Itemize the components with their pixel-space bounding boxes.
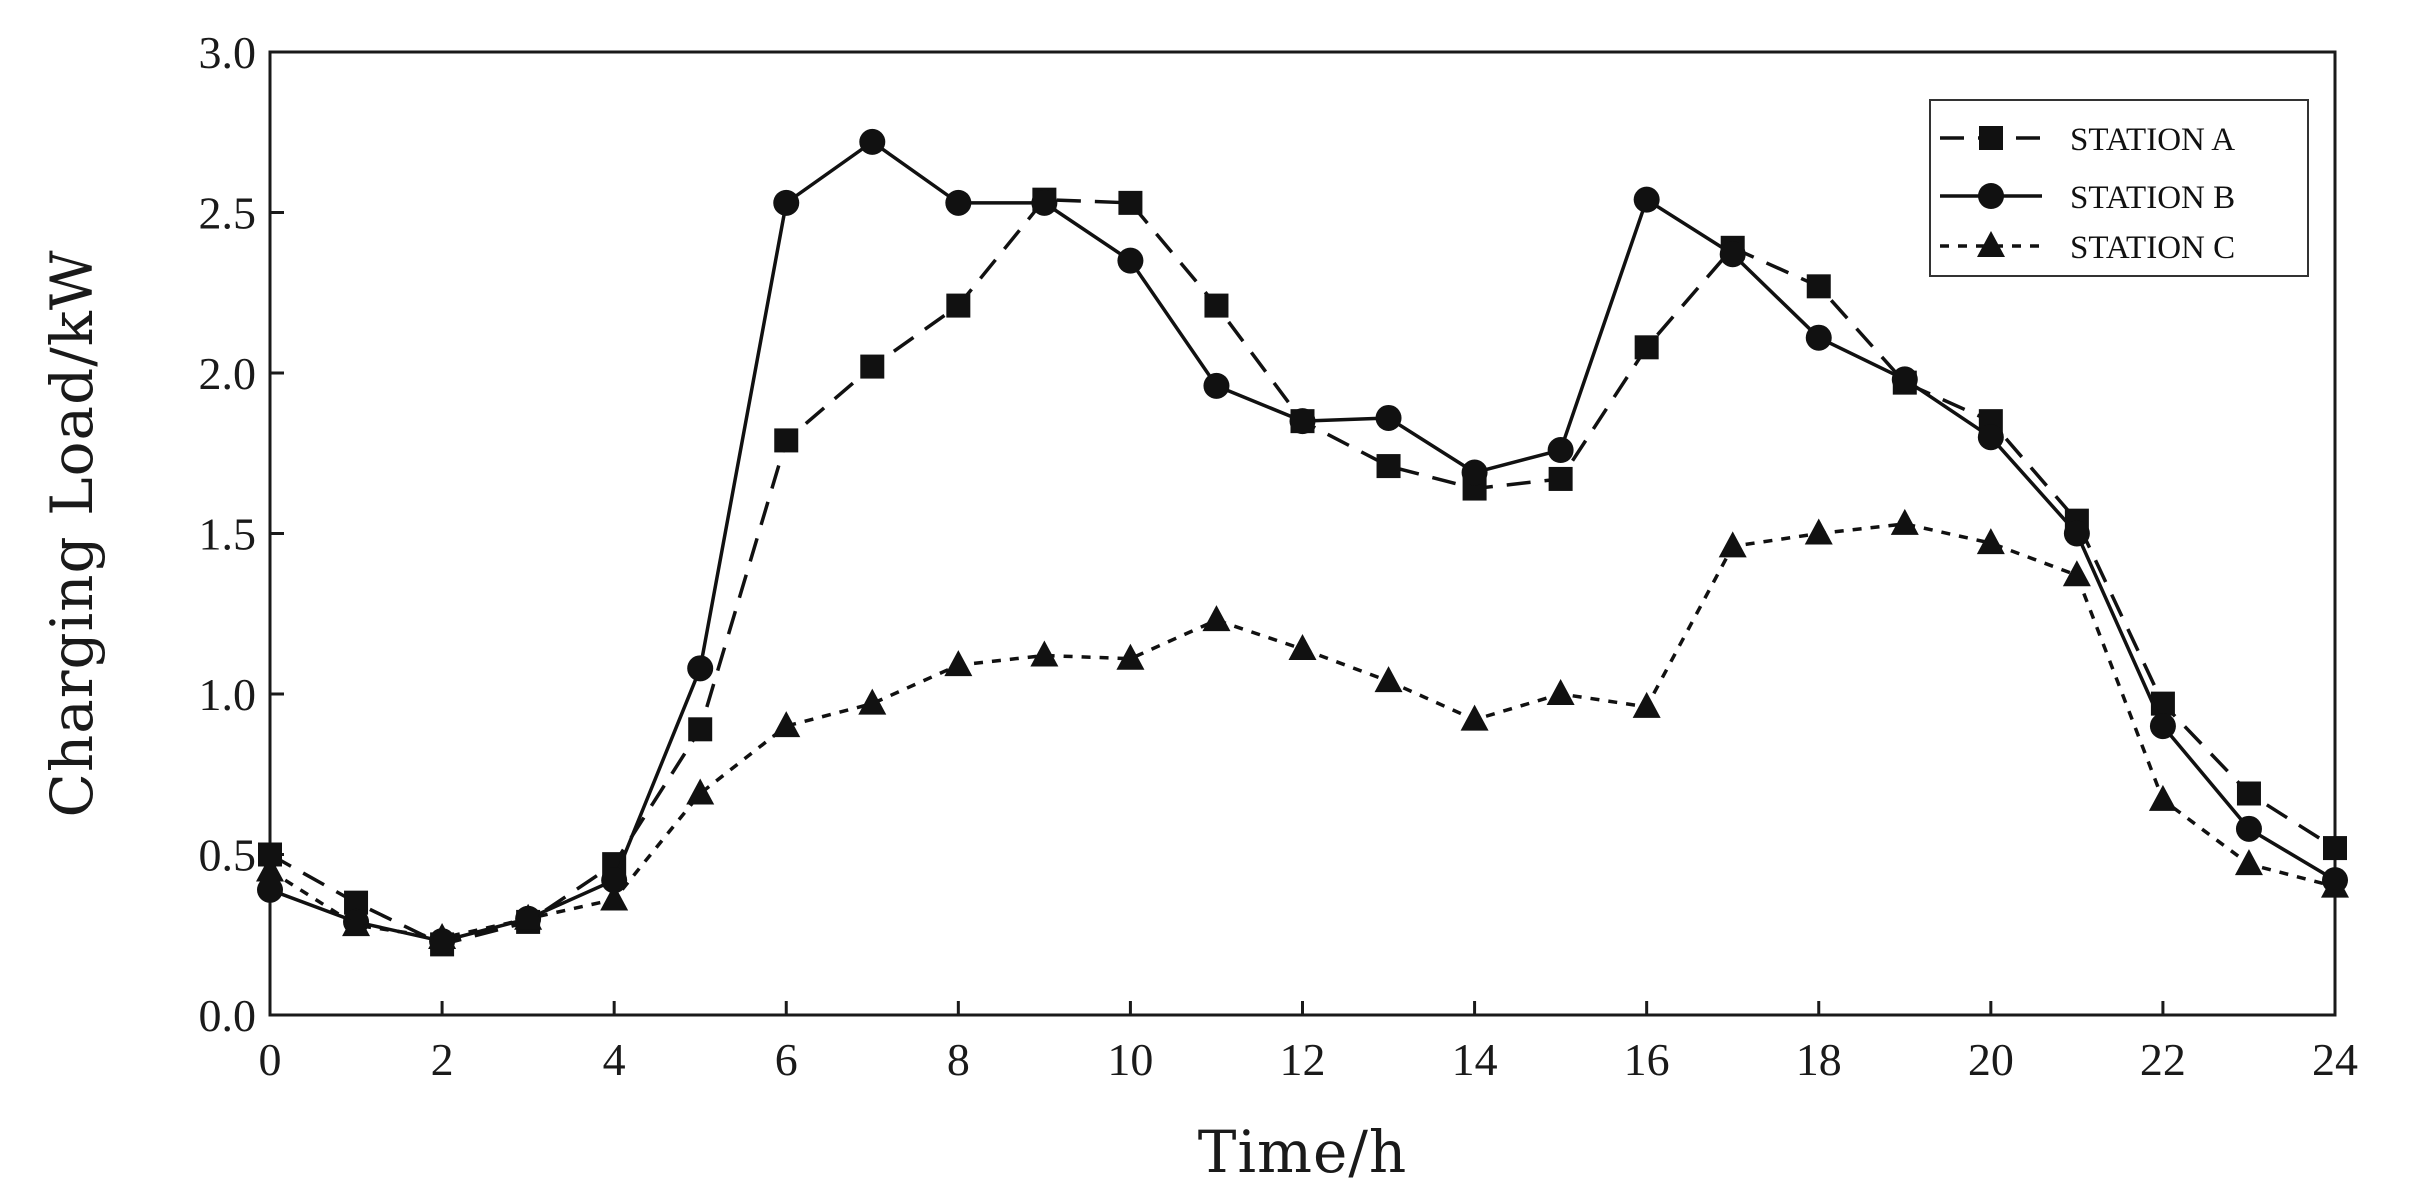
station-c-point <box>256 855 284 882</box>
x-tick-label: 22 <box>2140 1034 2186 1085</box>
x-tick-label: 16 <box>1624 1034 1670 1085</box>
x-tick-label: 12 <box>1280 1034 1326 1085</box>
legend-marker <box>1978 183 2004 209</box>
station-b-point <box>773 189 800 216</box>
y-tick-label: 0.5 <box>199 830 257 881</box>
x-tick-label: 10 <box>1107 1034 1153 1085</box>
station-b-point <box>1203 372 1230 399</box>
y-axis-title: Charging Load/kW <box>38 249 106 817</box>
station-c-point <box>1288 634 1317 661</box>
x-tick-label: 20 <box>1968 1034 2014 1085</box>
x-tick-label: 18 <box>1796 1034 1842 1085</box>
station-c-point <box>1030 640 1059 667</box>
x-tick-label: 0 <box>259 1034 282 1085</box>
station-c-point <box>1116 643 1145 670</box>
station-c-point <box>2234 849 2263 876</box>
station-a-point <box>1204 293 1229 318</box>
station-c-point <box>1374 666 1403 693</box>
legend-label: STATION C <box>2070 230 2235 266</box>
station-b-point <box>1719 241 1746 268</box>
x-tick-label: 24 <box>2312 1034 2358 1085</box>
station-a-point <box>1118 190 1143 215</box>
station-b-point <box>2063 520 2090 547</box>
station-a-point <box>688 717 713 742</box>
station-b-point <box>1891 366 1918 393</box>
station-b-point <box>1461 459 1488 486</box>
legend-item-station-b: STATION B <box>1940 180 2235 216</box>
y-tick-label: 1.0 <box>199 669 257 720</box>
station-c-point <box>1632 691 1661 718</box>
x-axis-title: Time/h <box>1198 1118 1407 1186</box>
station-b-point <box>859 128 886 155</box>
x-tick-label: 4 <box>603 1034 626 1085</box>
station-b-point <box>2235 815 2262 842</box>
station-b-point <box>1031 189 1058 216</box>
station-a-point <box>1548 466 1573 491</box>
station-a-point <box>2323 836 2347 861</box>
station-b-point <box>1117 247 1144 274</box>
station-b-point <box>1977 424 2004 451</box>
station-a-point <box>2236 781 2261 806</box>
station-b-point <box>1375 404 1402 431</box>
station-c-point <box>2321 871 2349 898</box>
legend-item-station-a: STATION A <box>1940 122 2235 158</box>
legend-marker <box>1979 126 2003 150</box>
legend-item-station-c: STATION C <box>1940 230 2235 266</box>
y-tick-label: 2.5 <box>199 188 257 239</box>
station-c-point <box>600 884 629 911</box>
station-c-series <box>256 508 2349 949</box>
station-c-point <box>1976 528 2005 555</box>
station-c-point <box>1202 605 1231 632</box>
station-b-point <box>1547 437 1574 464</box>
station-b-point <box>1805 324 1832 351</box>
station-c-point <box>1890 508 1919 535</box>
station-c-point <box>514 903 543 930</box>
station-c-point <box>1804 518 1833 545</box>
station-b-point <box>601 867 628 894</box>
y-tick-label: 1.5 <box>199 509 257 560</box>
x-tick-label: 6 <box>775 1034 798 1085</box>
station-c-point <box>858 688 887 715</box>
x-tick-label: 8 <box>947 1034 970 1085</box>
station-a-point <box>1806 274 1831 299</box>
x-tick-label: 14 <box>1452 1034 1498 1085</box>
y-tick-label: 3.0 <box>199 27 257 78</box>
y-tick-label: 2.0 <box>199 348 257 399</box>
station-c-point <box>2148 784 2177 811</box>
station-a-point <box>946 293 971 318</box>
station-a-point <box>860 354 885 379</box>
station-b-point <box>1633 186 1660 213</box>
x-tick-label: 2 <box>431 1034 454 1085</box>
legend-label: STATION A <box>2070 122 2235 158</box>
y-tick-label: 0.0 <box>199 990 257 1041</box>
station-c-point <box>342 910 371 937</box>
station-c-point <box>2062 560 2091 587</box>
station-c-point <box>944 650 973 677</box>
legend-label: STATION B <box>2070 180 2235 216</box>
station-c-point <box>428 922 457 949</box>
station-a-point <box>774 428 799 453</box>
station-b-point <box>945 189 972 216</box>
station-c-point <box>1718 531 1747 558</box>
legend-marker <box>1977 231 2005 257</box>
station-b-point <box>257 876 283 903</box>
station-a-point <box>1376 454 1401 479</box>
station-b-point <box>2149 713 2176 740</box>
station-b-point <box>687 655 714 682</box>
station-c-point <box>1460 704 1489 731</box>
station-c-point <box>686 778 715 805</box>
station-a-point <box>1634 335 1659 360</box>
station-b-point <box>1289 408 1316 435</box>
station-c-point <box>1546 679 1575 705</box>
station-c-point <box>772 711 801 738</box>
